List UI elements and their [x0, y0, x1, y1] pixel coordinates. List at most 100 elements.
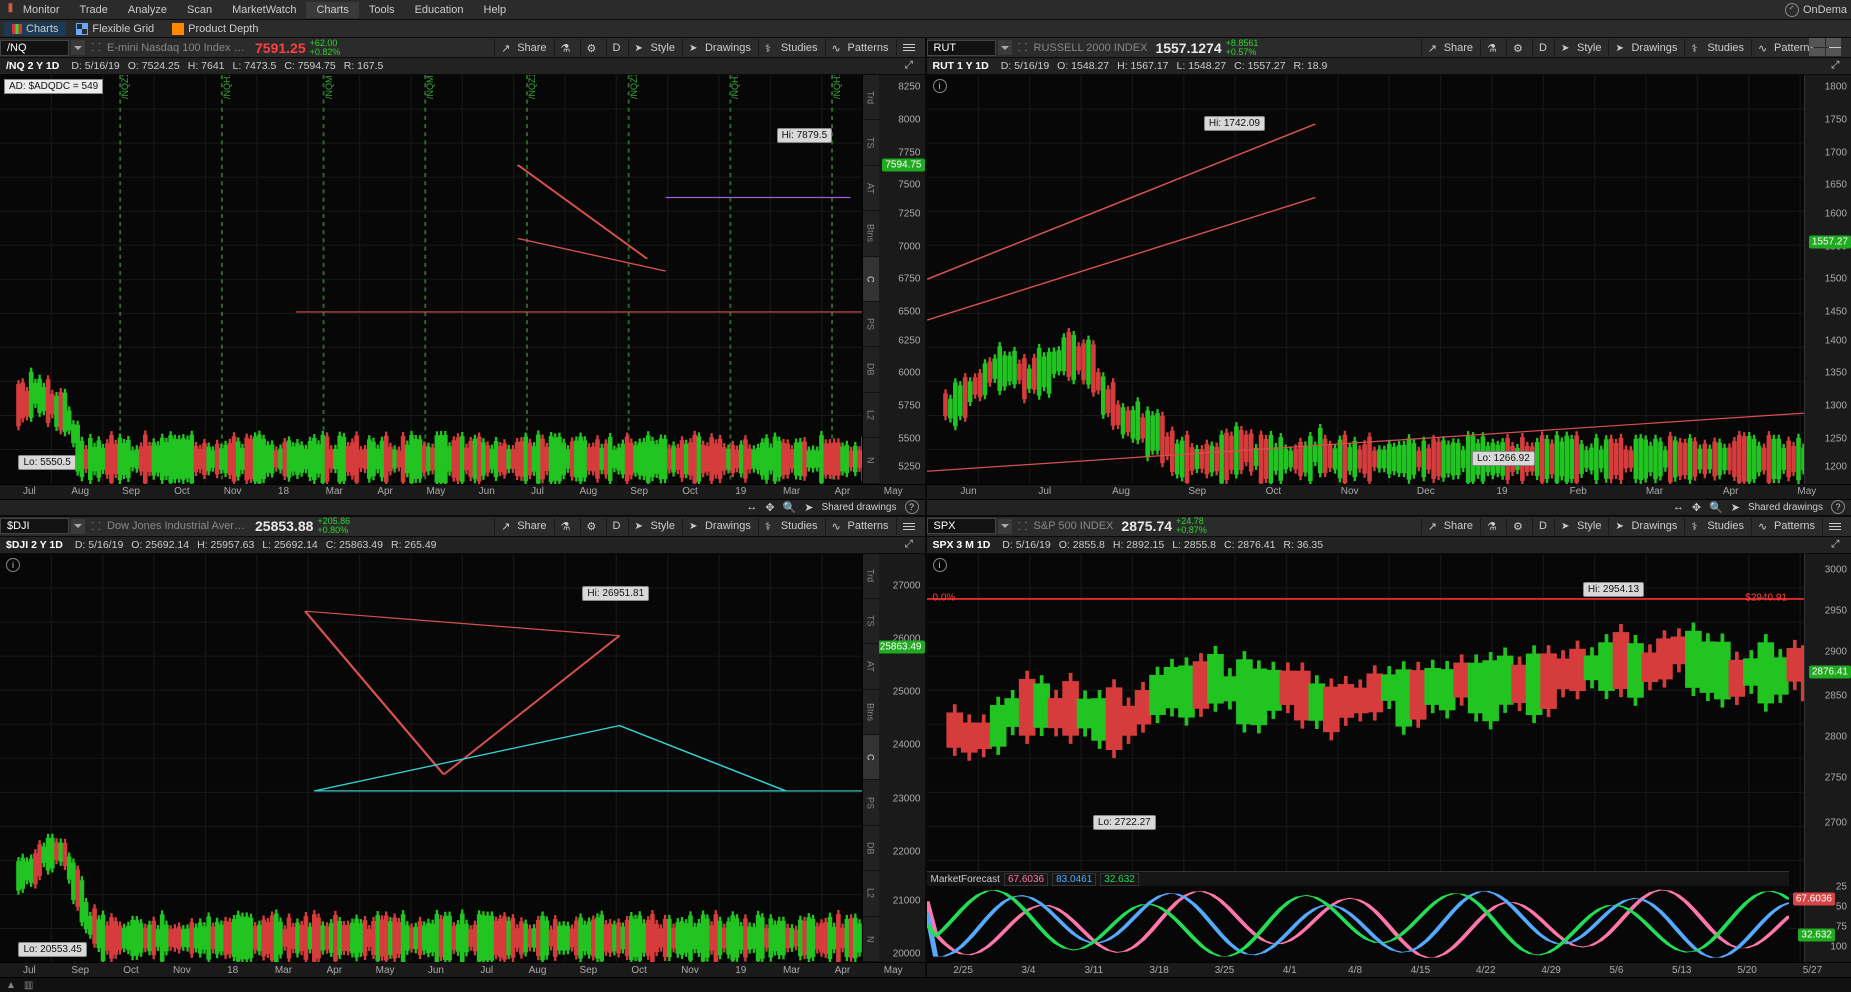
menu-item-marketwatch[interactable]: MarketWatch — [222, 2, 306, 18]
timeframe-button[interactable]: D — [1532, 39, 1553, 56]
subtab-product-depth[interactable]: Product Depth — [164, 22, 266, 36]
side-tab-n[interactable]: N — [863, 917, 879, 962]
hscroll-icon[interactable] — [1673, 501, 1684, 513]
panel-menu-button[interactable] — [1822, 518, 1847, 535]
symbol-input[interactable]: /NQ — [0, 40, 69, 56]
side-tab-ps[interactable]: PS — [863, 780, 879, 825]
timeframe-button[interactable]: D — [1532, 518, 1553, 535]
side-tab-ts[interactable]: TS — [863, 120, 879, 165]
settings-button[interactable] — [580, 518, 605, 535]
side-tab-l2[interactable]: L2 — [863, 393, 879, 438]
symbol-dropdown[interactable] — [71, 519, 85, 534]
link-icon[interactable]: ⸬ — [89, 41, 103, 55]
style-button[interactable]: Style — [628, 39, 681, 56]
side-tab-db[interactable]: DB — [863, 826, 879, 871]
tray-icon[interactable]: ▥ — [24, 980, 33, 991]
side-tab-trd[interactable]: Trd — [863, 554, 879, 599]
hscroll-icon[interactable] — [746, 501, 757, 513]
help-icon[interactable]: ? — [905, 500, 919, 514]
studies-flask-button[interactable] — [1480, 518, 1505, 535]
studies-flask-button[interactable] — [554, 518, 579, 535]
link-icon[interactable]: ⸬ — [1016, 519, 1030, 533]
timeframe-button[interactable]: D — [606, 39, 627, 56]
chart-canvas[interactable]: AD: $ADQDC = 549/NQZ17/NQH18/NQM18/NQM18… — [0, 75, 925, 484]
studies-button[interactable]: Studies — [1684, 518, 1750, 535]
side-tab-n[interactable]: N — [863, 438, 879, 483]
shared-drawings-label[interactable]: Shared drawings — [821, 502, 896, 513]
side-tab-ts[interactable]: TS — [863, 599, 879, 644]
symbol-input[interactable]: $DJI — [0, 518, 69, 534]
settings-button[interactable] — [580, 39, 605, 56]
chart-canvas[interactable]: iHi: 2954.13 Lo: 2722.270.0% $2940.91300… — [927, 554, 1851, 963]
menu-item-monitor[interactable]: Monitor — [13, 2, 70, 18]
settings-button[interactable] — [1506, 39, 1531, 56]
side-tab-db[interactable]: DB — [863, 347, 879, 392]
pan-icon[interactable] — [1692, 501, 1701, 514]
link-icon[interactable]: ⸬ — [1016, 41, 1030, 55]
timeframe-button[interactable]: D — [606, 518, 627, 535]
side-tab-ps[interactable]: PS — [863, 302, 879, 347]
expand-icon[interactable] — [905, 59, 919, 73]
menu-item-analyze[interactable]: Analyze — [118, 2, 177, 18]
studies-flask-button[interactable] — [554, 39, 579, 56]
shared-drawings-label[interactable]: Shared drawings — [1748, 502, 1823, 513]
symbol-dropdown[interactable] — [998, 519, 1012, 534]
drawings-button[interactable]: Drawings — [1608, 39, 1683, 56]
menu-item-trade[interactable]: Trade — [70, 2, 118, 18]
patterns-button[interactable]: Patterns — [825, 39, 895, 56]
pan-icon[interactable] — [765, 501, 774, 514]
expand-icon[interactable] — [1831, 59, 1845, 73]
side-tab-c[interactable]: C — [863, 257, 879, 302]
drawings-button[interactable]: Drawings — [682, 518, 757, 535]
studies-flask-button[interactable] — [1480, 39, 1505, 56]
menu-item-help[interactable]: Help — [474, 2, 517, 18]
menu-item-charts[interactable]: Charts — [306, 2, 358, 18]
side-tab-btns[interactable]: Btns — [863, 211, 879, 256]
expand-icon[interactable] — [1831, 538, 1845, 552]
panel-menu-button[interactable] — [896, 39, 921, 56]
link-icon[interactable]: ⸬ — [89, 519, 103, 533]
help-icon[interactable]: ? — [1831, 500, 1845, 514]
chart-canvas[interactable]: iHi: 1742.09 Lo: 1266.921800175017001650… — [927, 75, 1851, 484]
symbol-dropdown[interactable] — [71, 40, 85, 55]
side-tab-trd[interactable]: Trd — [863, 75, 879, 120]
grid-layout-icon[interactable] — [1809, 38, 1841, 56]
expand-up-icon[interactable] — [6, 980, 16, 991]
studies-button[interactable]: Studies — [758, 39, 824, 56]
drawings-button[interactable]: Drawings — [682, 39, 757, 56]
share-button[interactable]: Share — [1421, 39, 1479, 56]
zoom-icon[interactable] — [783, 501, 797, 514]
symbol-input[interactable]: RUT — [927, 40, 996, 56]
studies-button[interactable]: Studies — [758, 518, 824, 535]
info-icon[interactable]: i — [6, 558, 20, 572]
style-button[interactable]: Style — [1554, 39, 1607, 56]
symbol-input[interactable]: SPX — [927, 518, 996, 534]
side-tab-c[interactable]: C — [863, 735, 879, 780]
style-button[interactable]: Style — [1554, 518, 1607, 535]
info-icon[interactable]: i — [933, 558, 947, 572]
info-icon[interactable]: i — [933, 79, 947, 93]
panel-menu-button[interactable] — [896, 518, 921, 535]
drawings-button[interactable]: Drawings — [1608, 518, 1683, 535]
share-button[interactable]: Share — [1421, 518, 1479, 535]
expand-icon[interactable] — [905, 538, 919, 552]
share-button[interactable]: Share — [494, 39, 552, 56]
zoom-icon[interactable] — [1709, 501, 1723, 514]
patterns-button[interactable]: Patterns — [1751, 518, 1821, 535]
side-tab-btns[interactable]: Btns — [863, 690, 879, 735]
share-button[interactable]: Share — [494, 518, 552, 535]
settings-button[interactable] — [1506, 518, 1531, 535]
pointer-icon[interactable] — [1731, 501, 1740, 514]
chart-canvas[interactable]: iHi: 26951.81 Lo: 20553.4527000260002500… — [0, 554, 925, 963]
pointer-icon[interactable] — [804, 501, 813, 514]
side-tab-at[interactable]: AT — [863, 166, 879, 211]
menu-item-scan[interactable]: Scan — [177, 2, 222, 18]
symbol-dropdown[interactable] — [998, 40, 1012, 55]
side-tab-l2[interactable]: L2 — [863, 871, 879, 916]
subtab-flexible-grid[interactable]: Flexible Grid — [68, 22, 162, 36]
style-button[interactable]: Style — [628, 518, 681, 535]
menu-item-tools[interactable]: Tools — [359, 2, 405, 18]
ondemand-toggle[interactable]: OnDema — [1785, 3, 1847, 17]
side-tab-at[interactable]: AT — [863, 644, 879, 689]
patterns-button[interactable]: Patterns — [825, 518, 895, 535]
